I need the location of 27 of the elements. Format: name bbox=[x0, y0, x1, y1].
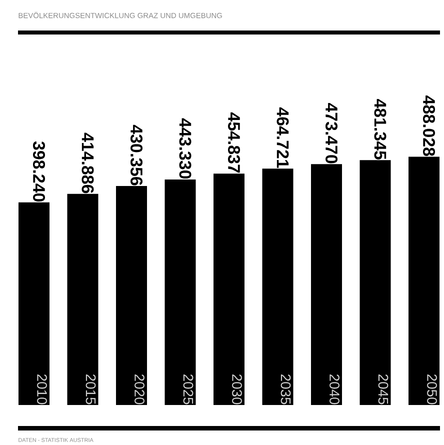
x-tick-label: 2035 bbox=[280, 374, 291, 404]
x-tick-label: 2045 bbox=[378, 374, 388, 404]
x-tick-label: 2030 bbox=[232, 374, 242, 404]
bar bbox=[360, 160, 391, 405]
data-label: 481.345 bbox=[374, 98, 386, 160]
x-tick-label: 2020 bbox=[134, 374, 144, 404]
data-label: 443.330 bbox=[179, 118, 192, 179]
x-tick-label: 2015 bbox=[86, 374, 96, 404]
x-tick-label: 2010 bbox=[37, 374, 47, 404]
bar bbox=[311, 164, 342, 405]
data-label: 454.837 bbox=[228, 112, 240, 173]
x-tick-label: 2040 bbox=[330, 374, 340, 404]
bar bbox=[67, 194, 98, 405]
data-label: 414.886 bbox=[82, 132, 94, 194]
data-label: 473.470 bbox=[326, 102, 338, 164]
bar bbox=[164, 179, 196, 405]
data-label: 430.356 bbox=[130, 124, 143, 186]
x-tick-label: 2050 bbox=[427, 374, 437, 404]
x-tick-label: 2025 bbox=[183, 374, 194, 404]
bar bbox=[214, 174, 244, 405]
bar bbox=[408, 156, 440, 405]
bar bbox=[116, 186, 147, 405]
bar bbox=[262, 168, 294, 405]
data-label: 398.240 bbox=[32, 141, 46, 202]
data-label: 488.028 bbox=[423, 96, 436, 156]
data-label: 464.721 bbox=[276, 107, 289, 168]
bar bbox=[18, 202, 50, 405]
